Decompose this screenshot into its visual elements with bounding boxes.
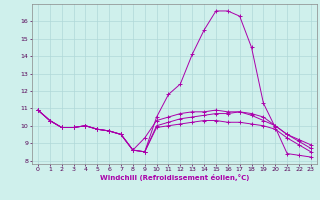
X-axis label: Windchill (Refroidissement éolien,°C): Windchill (Refroidissement éolien,°C) <box>100 174 249 181</box>
